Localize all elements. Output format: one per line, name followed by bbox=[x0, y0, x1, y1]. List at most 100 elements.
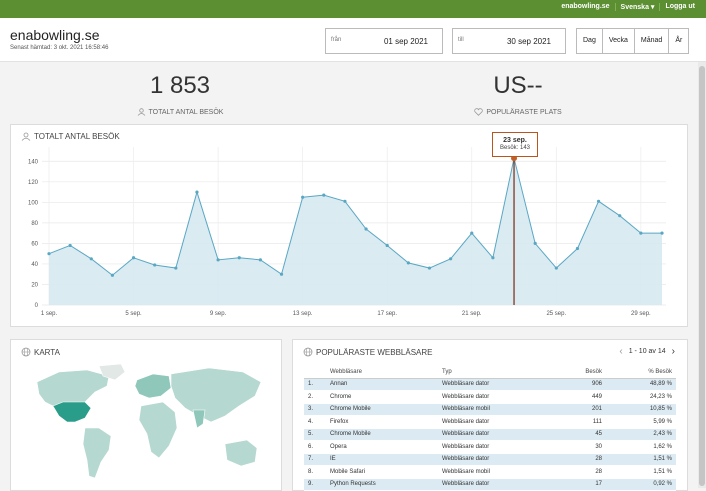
map-card-title: KARTA bbox=[34, 347, 60, 357]
x-tick-label: 29 sep. bbox=[631, 311, 651, 317]
table-row[interactable]: 8. Mobile Safari Webbläsare mobil 28 1,51 % bbox=[304, 465, 676, 479]
chevron-right-icon[interactable]: › bbox=[671, 346, 675, 357]
y-tick-label: 20 bbox=[31, 282, 38, 288]
row-rank: 2. bbox=[304, 390, 326, 404]
data-point bbox=[131, 256, 136, 260]
data-point bbox=[195, 190, 199, 194]
chevron-down-icon: ▾ bbox=[650, 4, 655, 11]
row-rank: 5. bbox=[304, 428, 326, 441]
table-row[interactable]: 5. Chrome Mobile Webbläsare dator 45 2,43 % bbox=[304, 428, 676, 441]
data-point bbox=[533, 241, 537, 245]
period-year-button[interactable]: År bbox=[668, 29, 688, 53]
row-visits: 45 bbox=[548, 428, 606, 441]
data-point bbox=[153, 263, 157, 267]
top-bar: enabowling.se Svenska ▾ Logga ut bbox=[0, 0, 706, 18]
row-rank: 3. bbox=[304, 403, 326, 416]
from-label: från bbox=[331, 37, 342, 43]
row-visits-percent: 10,85 % bbox=[606, 403, 676, 416]
to-date-field[interactable]: till 30 sep 2021 bbox=[452, 28, 566, 54]
data-point bbox=[575, 246, 580, 251]
y-tick-label: 120 bbox=[28, 180, 39, 186]
data-point bbox=[406, 261, 410, 265]
language-menu[interactable]: Svenska ▾ bbox=[614, 3, 660, 11]
data-point bbox=[427, 266, 432, 270]
kpi-popular-place: US-- POPULÄRASTE PLATS bbox=[418, 72, 618, 116]
row-rank: 4. bbox=[304, 415, 326, 429]
kpi-popular-place-value: US-- bbox=[493, 72, 543, 99]
data-point bbox=[301, 195, 305, 199]
browsers-table: Webbläsare Typ Besök % Besök 1. Annan Webb… bbox=[304, 366, 676, 491]
chevron-left-icon[interactable]: ‹ bbox=[619, 346, 623, 357]
row-visits-percent: 1,51 % bbox=[606, 453, 676, 466]
data-point bbox=[279, 272, 284, 276]
row-browser: Python Requests bbox=[326, 478, 438, 491]
row-type: Webbläsare dator bbox=[438, 453, 548, 466]
column-header-visits-percent[interactable]: % Besök bbox=[606, 366, 676, 379]
table-row[interactable]: 7. IE Webbläsare dator 28 1,51 % bbox=[304, 453, 676, 466]
data-point bbox=[89, 257, 93, 261]
data-point bbox=[68, 243, 72, 248]
browsers-card-title: POPULÄRASTE WEBBLÄSARE bbox=[316, 347, 433, 357]
row-browser: Opera bbox=[326, 440, 438, 454]
column-header-browser[interactable]: Webbläsare bbox=[326, 366, 438, 379]
row-browser: Chrome Mobile bbox=[326, 403, 438, 416]
period-selector: Dag Vecka Månad År bbox=[576, 28, 690, 54]
row-rank: 8. bbox=[304, 465, 326, 479]
data-point bbox=[174, 266, 178, 270]
row-visits: 28 bbox=[548, 465, 606, 479]
row-browser: Chrome bbox=[326, 390, 438, 404]
row-rank: 7. bbox=[304, 453, 326, 466]
y-tick-label: 40 bbox=[31, 262, 38, 268]
x-tick-label: 1 sep. bbox=[41, 311, 58, 317]
column-header-type[interactable]: Typ bbox=[438, 366, 548, 379]
logout-link[interactable]: Logga ut bbox=[659, 3, 700, 11]
row-browser: Firefox bbox=[326, 415, 438, 429]
table-row[interactable]: 3. Chrome Mobile Webbläsare mobil 201 10,85 … bbox=[304, 403, 676, 416]
row-visits: 449 bbox=[548, 390, 606, 404]
table-row[interactable]: 2. Chrome Webbläsare dator 449 24,23 % bbox=[304, 390, 676, 404]
data-point bbox=[47, 252, 51, 256]
map-card: KARTA bbox=[10, 339, 282, 491]
kpi-popular-place-label: POPULÄRASTE PLATS bbox=[486, 108, 562, 116]
scrollbar-thumb[interactable] bbox=[699, 66, 705, 486]
row-type: Webbläsare dator bbox=[438, 415, 548, 429]
site-link[interactable]: enabowling.se bbox=[561, 3, 610, 10]
series-line bbox=[48, 158, 662, 276]
table-header-row: Webbläsare Typ Besök % Besök bbox=[304, 366, 676, 379]
scrollbar[interactable] bbox=[698, 62, 706, 488]
row-type: Webbläsare dator bbox=[438, 440, 548, 454]
map-greenland bbox=[98, 363, 126, 381]
table-row[interactable]: 1. Annan Webbläsare dator 906 48,89 % bbox=[304, 378, 676, 391]
x-tick-label: 17 sep. bbox=[377, 311, 397, 317]
x-tick-label: 9 sep. bbox=[210, 311, 227, 317]
period-month-button[interactable]: Månad bbox=[633, 29, 668, 53]
x-tick-label: 21 sep. bbox=[462, 311, 482, 317]
row-visits-percent: 2,43 % bbox=[606, 428, 676, 441]
period-week-button[interactable]: Vecka bbox=[601, 29, 634, 53]
users-icon bbox=[21, 132, 31, 141]
table-row[interactable]: 9. Python Requests Webbläsare dator 17 0,92 … bbox=[304, 478, 676, 491]
users-icon bbox=[137, 108, 145, 116]
map-india bbox=[192, 409, 206, 429]
row-type: Webbläsare dator bbox=[438, 478, 548, 491]
pagination: ‹ 1 - 10 av 14 › bbox=[619, 346, 675, 357]
page-title: enabowling.se bbox=[10, 27, 100, 43]
kpi-total-visits: 1 853 TOTALT ANTAL BESÖK bbox=[80, 72, 280, 116]
data-point bbox=[237, 256, 241, 260]
chart-card-title: TOTALT ANTAL BESÖK bbox=[34, 132, 120, 141]
table-row[interactable]: 4. Firefox Webbläsare dator 111 5,99 % bbox=[304, 415, 676, 429]
column-header-visits[interactable]: Besök bbox=[548, 366, 606, 379]
map-usa bbox=[52, 401, 92, 423]
row-browser: Annan bbox=[326, 378, 438, 391]
data-point bbox=[216, 258, 220, 262]
from-date-field[interactable]: från 01 sep 2021 bbox=[325, 28, 443, 54]
row-visits: 30 bbox=[548, 440, 606, 454]
y-tick-label: 100 bbox=[28, 200, 39, 206]
from-value: 01 sep 2021 bbox=[383, 37, 429, 46]
period-day-button[interactable]: Dag bbox=[583, 37, 596, 44]
data-point bbox=[618, 214, 622, 218]
world-map[interactable] bbox=[29, 362, 269, 490]
table-row[interactable]: 6. Opera Webbläsare dator 30 1,62 % bbox=[304, 440, 676, 454]
row-visits: 201 bbox=[548, 403, 606, 416]
